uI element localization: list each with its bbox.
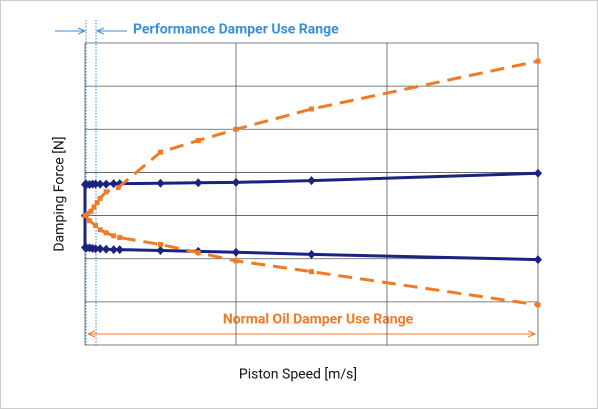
point	[93, 222, 99, 228]
point	[91, 244, 100, 254]
point	[158, 241, 163, 247]
point	[87, 218, 93, 224]
point	[102, 179, 111, 189]
point	[111, 233, 117, 239]
point	[233, 258, 239, 264]
point	[115, 245, 124, 255]
point	[91, 204, 97, 210]
point	[535, 302, 541, 308]
point	[158, 149, 163, 155]
point	[115, 185, 121, 191]
point	[156, 178, 165, 188]
point	[195, 138, 201, 144]
point	[103, 230, 109, 236]
point	[91, 179, 100, 189]
point	[232, 247, 240, 257]
point	[156, 246, 165, 256]
point	[309, 269, 314, 275]
point	[534, 255, 542, 265]
point	[82, 213, 88, 219]
point	[97, 195, 103, 201]
point	[194, 178, 203, 188]
point	[233, 126, 239, 132]
point	[195, 250, 201, 256]
point	[97, 227, 103, 233]
x-axis-label: Piston Speed [m/s]	[239, 367, 357, 383]
point	[96, 244, 105, 254]
point	[534, 168, 542, 178]
point	[309, 106, 314, 112]
annotation: Normal Oil Damper Use Range	[223, 312, 414, 328]
point	[85, 210, 91, 216]
point	[94, 200, 100, 206]
point	[232, 177, 240, 187]
point	[109, 245, 118, 255]
point	[109, 179, 118, 189]
point	[88, 208, 94, 214]
annotation: Performance Damper Use Range	[133, 22, 339, 38]
point	[117, 235, 123, 241]
point	[103, 189, 109, 195]
point	[535, 58, 541, 64]
point	[307, 176, 316, 186]
point	[96, 179, 105, 189]
point	[102, 244, 111, 254]
point	[307, 249, 316, 259]
y-axis-label: Damping Force [N]	[52, 136, 68, 251]
